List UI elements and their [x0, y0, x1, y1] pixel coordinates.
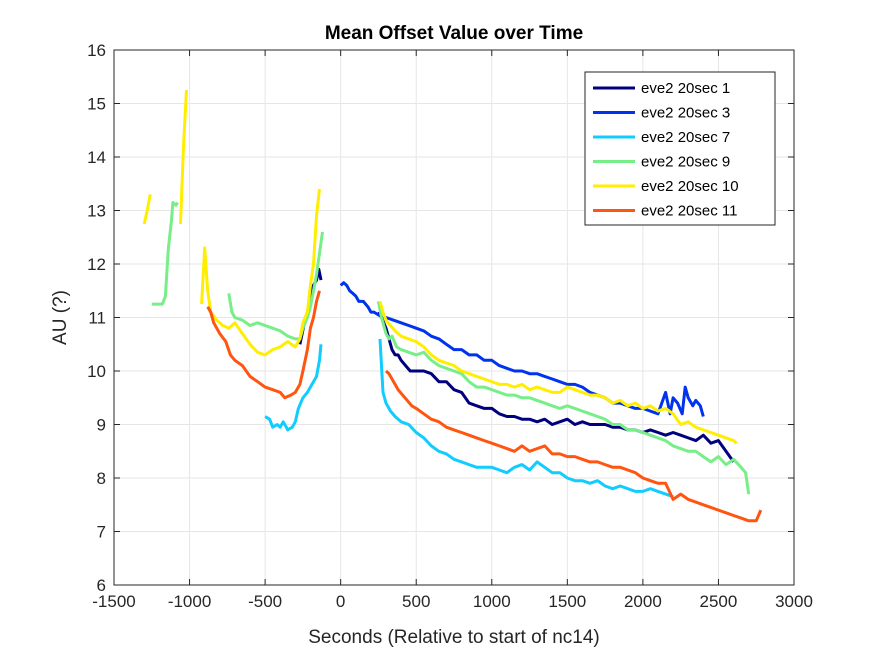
series-line-4-segment-3	[376, 301, 751, 495]
y-tick-label: 8	[97, 469, 106, 488]
x-tick-label: 1000	[473, 592, 511, 611]
y-axis-label: AU (?)	[50, 290, 71, 345]
y-tick-label: 16	[87, 41, 106, 60]
y-tick-label: 13	[87, 202, 106, 221]
series-line-3-segment-1	[264, 344, 323, 432]
x-tick-label: -1500	[92, 592, 135, 611]
y-tick-label: 11	[88, 309, 106, 328]
x-axis-label: Seconds (Relative to start of nc14)	[308, 627, 599, 648]
legend-entry: eve2 20sec 9	[641, 154, 730, 171]
legend-entry: eve2 20sec 3	[641, 105, 730, 122]
series-line-6-segment-1	[206, 290, 321, 400]
y-tick-label: 6	[97, 576, 106, 595]
y-tick-label: 12	[87, 255, 106, 274]
legend: eve2 20sec 1 eve2 20sec 3 eve2 20sec 7 eve2…	[584, 71, 776, 226]
series-line-1-segment-2	[377, 311, 735, 463]
grid	[113, 49, 795, 586]
series-lines	[142, 90, 763, 523]
legend-entry: eve2 20sec 11	[641, 203, 737, 220]
series-line-3-segment-2	[378, 338, 674, 499]
series-line-4-segment-1	[151, 201, 179, 306]
series-line-2-segment-1	[339, 281, 705, 417]
x-tick-label: 1500	[548, 592, 586, 611]
x-tick-label: 500	[402, 592, 430, 611]
y-tick-label: 15	[87, 95, 106, 114]
y-tick-label: 7	[97, 523, 106, 542]
legend-entry: eve2 20sec 1	[641, 80, 730, 97]
x-tick-label: 2500	[700, 592, 738, 611]
axis-ticks: -1500 -1000 -500 0 500 1000 1500 2000 2500 3000 6 7…	[87, 41, 813, 611]
series-line-6-segment-2	[384, 369, 763, 523]
series-line-5-segment-2	[179, 90, 188, 224]
y-tick-label: 10	[87, 362, 106, 381]
series-line-5-segment-4	[378, 300, 738, 445]
y-tick-label: 14	[87, 148, 106, 167]
legend-entry: eve2 20sec 7	[641, 129, 730, 146]
x-tick-label: -500	[248, 592, 282, 611]
x-tick-label: 3000	[775, 592, 813, 611]
series-line-5-segment-3	[200, 188, 321, 357]
x-tick-label: 2000	[624, 592, 662, 611]
series-line-4-segment-2	[227, 231, 324, 341]
series-line-5-segment-1	[142, 194, 152, 225]
legend-box	[584, 71, 776, 226]
chart-title: Mean Offset Value over Time	[325, 23, 583, 44]
y-tick-label: 9	[97, 416, 106, 435]
x-tick-label: -1000	[168, 592, 211, 611]
legend-entry: eve2 20sec 10	[641, 178, 739, 195]
x-tick-label: 0	[336, 592, 345, 611]
